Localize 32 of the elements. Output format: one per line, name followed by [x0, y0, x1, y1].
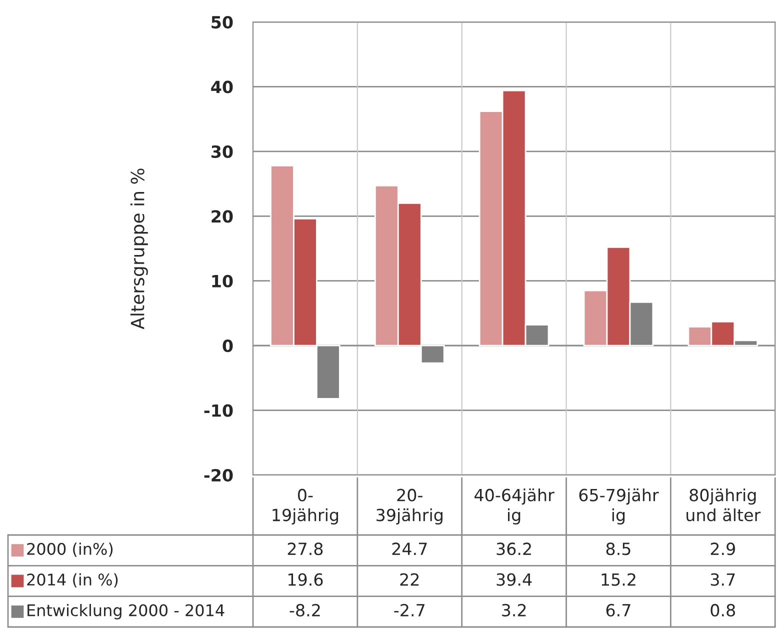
y-tick-label: 50 [212, 16, 233, 29]
y-axis-title: Altersgruppe in % [130, 168, 148, 330]
y-tick-label: 10 [212, 274, 233, 288]
data-label: 2.9 [710, 542, 735, 556]
y-tick-label: 40 [211, 80, 233, 94]
data-label: 8.5 [606, 542, 630, 556]
legend-label: Entwicklung 2000 - 2014 [28, 604, 224, 620]
legend-label: 2014 (in %) [27, 573, 118, 588]
data-label: 36.2 [496, 542, 531, 556]
y-tick-label: 0 [222, 340, 233, 352]
y-tick-label: 20 [212, 210, 233, 223]
y-tick-label: -10 [204, 404, 233, 417]
data-label: 15.2 [602, 573, 636, 586]
data-label: 3.7 [710, 573, 735, 586]
data-label: 27.8 [288, 542, 323, 556]
y-tick-label: 30 [211, 145, 233, 158]
data-label: 24.7 [392, 542, 427, 555]
data-label: 0.8 [710, 604, 736, 617]
data-label: 6.7 [606, 604, 630, 617]
y-tick-label: -20 [204, 468, 233, 482]
legend-label: 2000 (in%) [27, 542, 113, 557]
x-tick-label: 0- 19jährig [272, 488, 338, 525]
data-label: -8.2 [290, 604, 320, 617]
data-label: 22 [400, 573, 419, 586]
data-label: -2.7 [394, 604, 424, 616]
data-label: 39.4 [496, 573, 532, 586]
x-tick-label: 80jährig und älter [686, 488, 761, 522]
x-tick-label: 20- 39jährig [376, 488, 442, 525]
x-tick-label: 40-64jähr ig [474, 488, 554, 525]
data-label: 3.2 [502, 604, 526, 617]
x-tick-label: 65-79jähr ig [579, 488, 659, 525]
data-label: 19.6 [288, 573, 323, 586]
